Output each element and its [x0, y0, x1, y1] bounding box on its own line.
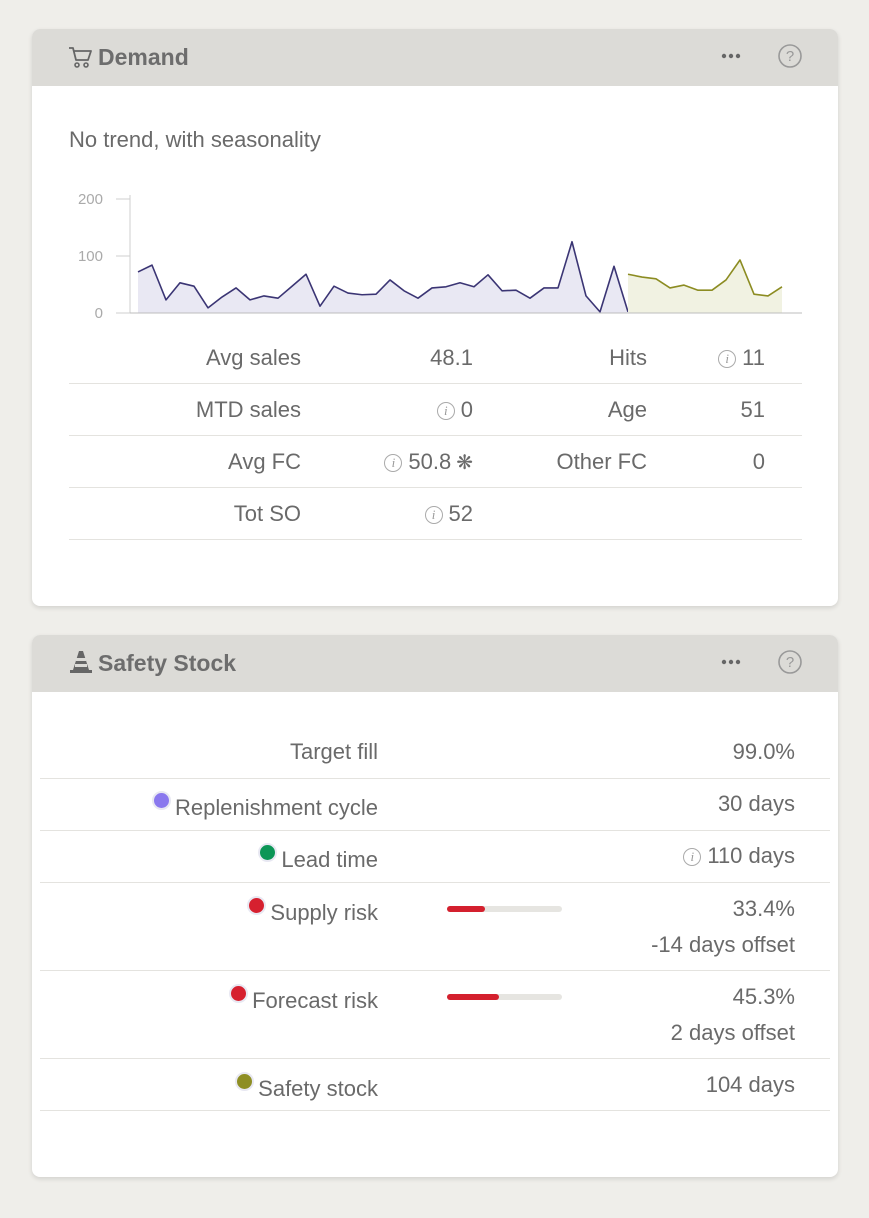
- series-area: [138, 241, 628, 313]
- risk-bar: [447, 906, 486, 912]
- card-header: Demand ?: [32, 29, 838, 86]
- y-tick-label: 200: [78, 191, 103, 208]
- row-value: 33.4%: [732, 896, 795, 921]
- row-value: i 110 days: [532, 843, 795, 869]
- row-label-text: Safety stock: [258, 1076, 378, 1101]
- risk-bar: [447, 994, 500, 1000]
- row-divider: [40, 1110, 830, 1111]
- stat-label: Age: [607, 397, 647, 422]
- row-label: Lead time: [40, 843, 378, 872]
- stat-value-text: 0: [460, 397, 473, 422]
- demand-chart: 0 100 200: [78, 191, 802, 320]
- row-label: Safety stock: [40, 1072, 378, 1101]
- stat-value-text: 51: [740, 397, 765, 422]
- row-offset: -14 days offset: [651, 932, 795, 957]
- cart-icon: [69, 47, 92, 68]
- row-label-text: Lead time: [281, 847, 378, 872]
- row-divider: [40, 882, 830, 883]
- row-divider: [40, 1058, 830, 1059]
- safety-card: Safety Stock ? Target fill 99.0% Repleni…: [32, 635, 838, 1177]
- stat-value: i 11: [665, 345, 765, 371]
- card-header: Safety Stock ?: [32, 635, 838, 692]
- y-tick-label: 100: [78, 248, 103, 265]
- help-button[interactable]: ?: [777, 43, 803, 69]
- row-label: Supply risk: [40, 896, 378, 925]
- row-divider: [40, 778, 830, 779]
- stat-label: Avg sales: [206, 345, 301, 370]
- series-line: [627, 259, 783, 297]
- row-offset: 2 days offset: [670, 1020, 795, 1045]
- row-value: 45.3%: [732, 984, 795, 1009]
- info-icon[interactable]: i: [718, 350, 737, 368]
- more-button[interactable]: [720, 49, 744, 63]
- row-label: Replenishment cycle: [40, 791, 378, 820]
- svg-text:?: ?: [786, 48, 794, 65]
- legend-dot: [152, 791, 172, 810]
- info-icon[interactable]: i: [683, 848, 702, 866]
- row-value: 104 days: [705, 1072, 795, 1097]
- help-button[interactable]: ?: [777, 649, 803, 675]
- row-divider: [69, 383, 802, 384]
- stat-value-text: 0: [752, 449, 765, 474]
- snowflake-icon: ❋: [456, 452, 473, 474]
- row-value-text: 110 days: [707, 843, 795, 868]
- info-icon[interactable]: i: [436, 402, 455, 420]
- row-label-text: Supply risk: [270, 900, 378, 925]
- stat-label: Avg FC: [228, 449, 301, 474]
- cone-icon: [70, 651, 92, 673]
- legend-dot: [247, 896, 267, 915]
- stat-value: 0: [665, 449, 765, 475]
- row-divider: [69, 487, 802, 488]
- row-divider: [40, 970, 830, 971]
- y-tick-label: 0: [95, 305, 103, 320]
- stat-label: MTD sales: [195, 397, 301, 422]
- info-icon[interactable]: i: [384, 454, 403, 472]
- stat-value-text: 50.8: [408, 449, 452, 474]
- demand-card: Demand ? No trend, with seasonality Avg …: [32, 29, 838, 606]
- row-label-text: Replenishment cycle: [175, 795, 378, 820]
- row-label: Target fill: [289, 739, 378, 764]
- stat-value: 48.1: [312, 345, 473, 371]
- svg-text:?: ?: [786, 654, 794, 671]
- stat-label: Hits: [609, 345, 647, 370]
- more-button[interactable]: [720, 655, 744, 669]
- risk-track: [447, 994, 562, 1000]
- legend-dot: [229, 984, 249, 1003]
- stat-value: 51: [665, 397, 765, 423]
- stat-value-text: 48.1: [430, 345, 473, 370]
- row-label-text: Forecast risk: [252, 988, 378, 1013]
- row-divider: [69, 539, 802, 540]
- row-value: 99.0%: [732, 739, 795, 764]
- risk-track: [447, 906, 562, 912]
- series-line: [137, 240, 629, 313]
- subtitle: No trend, with seasonality: [69, 127, 321, 152]
- stat-value-text: 52: [448, 501, 473, 526]
- info-icon[interactable]: i: [424, 506, 443, 524]
- card-title: Demand: [98, 44, 189, 70]
- row-divider: [69, 435, 802, 436]
- row-divider: [40, 830, 830, 831]
- stat-value: i 52: [312, 501, 473, 527]
- row-value: 30 days: [717, 791, 795, 816]
- legend-dot: [258, 843, 278, 862]
- legend-dot: [235, 1072, 255, 1091]
- stat-value: i 50.8 ❋: [312, 449, 473, 475]
- card-title: Safety Stock: [98, 650, 237, 676]
- row-label: Forecast risk: [40, 984, 378, 1013]
- stat-label: Other FC: [556, 449, 647, 474]
- series-area: [628, 259, 782, 313]
- stat-label: Tot SO: [233, 501, 301, 526]
- stat-value-text: 11: [742, 345, 765, 370]
